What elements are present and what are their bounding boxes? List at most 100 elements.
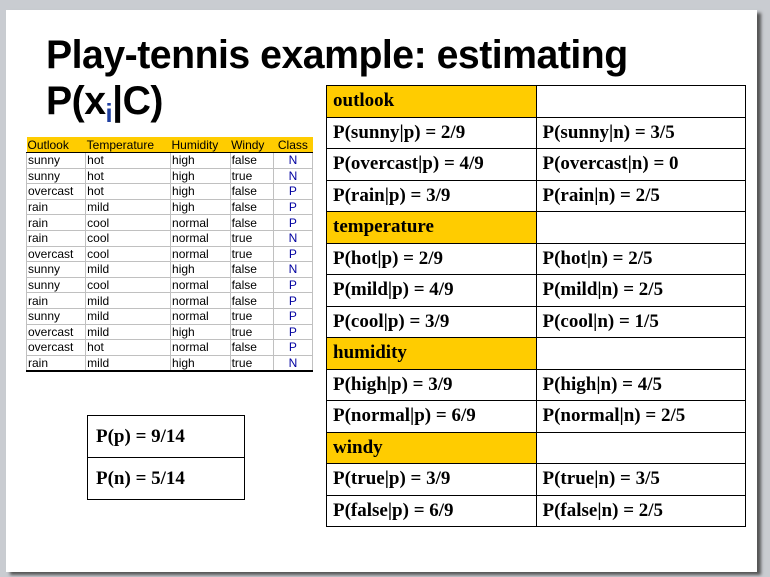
probability-cell: P(overcast|n) = 0 xyxy=(535,148,746,181)
probability-row: P(rain|p) = 3/9 P(rain|n) = 2/5 xyxy=(326,179,746,212)
title-subscript: i xyxy=(105,98,113,128)
table-cell: overcast xyxy=(25,323,87,341)
table-cell: true xyxy=(229,245,274,263)
table-cell: true xyxy=(229,307,274,325)
table-cell: P xyxy=(272,323,314,341)
probability-cell: P(rain|p) = 3/9 xyxy=(326,179,537,212)
table-row: rain mild high true N xyxy=(25,354,314,373)
prior-probability-table: P(p) = 9/14 P(n) = 5/14 xyxy=(87,415,245,500)
table-cell: N xyxy=(272,229,314,247)
probability-cell: P(rain|n) = 2/5 xyxy=(535,179,746,212)
table-cell: false xyxy=(229,152,274,169)
table-cell: sunny xyxy=(25,276,87,294)
table-cell: mild xyxy=(85,261,172,278)
table-cell: N xyxy=(272,152,314,169)
table-cell: high xyxy=(170,167,231,185)
table-cell: hot xyxy=(85,339,172,356)
probability-cell: P(high|n) = 4/5 xyxy=(535,368,746,401)
empty-cell xyxy=(535,337,746,370)
probability-cell: P(true|p) = 3/9 xyxy=(326,463,537,496)
prior-row: P(p) = 9/14 xyxy=(87,415,245,458)
probability-cell: P(hot|n) = 2/5 xyxy=(535,242,746,275)
probability-cell: P(mild|p) = 4/9 xyxy=(326,274,537,307)
table-cell: mild xyxy=(85,323,172,341)
table-cell: hot xyxy=(85,152,172,169)
probability-cell: P(high|p) = 3/9 xyxy=(326,368,537,401)
probability-cell: P(false|n) = 2/5 xyxy=(535,494,746,527)
table-cell: hot xyxy=(85,167,172,185)
title-line-2: P(xi|C) xyxy=(46,78,628,136)
prior-cell: P(p) = 9/14 xyxy=(87,415,245,458)
title-suffix: |C) xyxy=(112,79,164,123)
table-row: rain cool normal false P xyxy=(25,214,314,231)
table-cell: high xyxy=(170,323,231,341)
table-cell: normal xyxy=(170,276,231,294)
table-row: overcast hot high false P xyxy=(25,183,314,200)
table-row: sunny hot high true N xyxy=(25,167,314,185)
table-cell: N xyxy=(272,354,314,373)
table-cell: high xyxy=(170,354,231,373)
table-cell: mild xyxy=(85,307,172,325)
table-row: sunny mild high false N xyxy=(25,261,314,278)
title-prefix: P(x xyxy=(46,79,106,123)
table-cell: cool xyxy=(85,214,172,231)
probability-row: P(normal|p) = 6/9 P(normal|n) = 2/5 xyxy=(326,400,746,433)
probability-cell: P(hot|p) = 2/9 xyxy=(326,242,537,275)
table-cell: sunny xyxy=(25,167,87,185)
table-cell: false xyxy=(229,339,274,356)
table-cell: overcast xyxy=(25,339,87,356)
table-cell: normal xyxy=(170,339,231,356)
attribute-header-row: outlook xyxy=(326,85,746,118)
table-row: sunny hot high false N xyxy=(25,152,314,169)
table-row: rain cool normal true N xyxy=(25,229,314,247)
table-cell: rain xyxy=(25,354,87,373)
table-cell: high xyxy=(170,183,231,200)
table-cell: P xyxy=(272,214,314,231)
probability-cell: P(sunny|n) = 3/5 xyxy=(535,116,746,149)
attribute-header-row: windy xyxy=(326,431,746,464)
empty-cell xyxy=(535,85,746,118)
column-header: Humidity xyxy=(170,137,231,153)
probability-row: P(high|p) = 3/9 P(high|n) = 4/5 xyxy=(326,368,746,401)
table-row: rain mild normal false P xyxy=(25,292,314,309)
table-cell: mild xyxy=(85,292,172,309)
table-row: overcast cool normal true P xyxy=(25,245,314,263)
attribute-header-row: humidity xyxy=(326,337,746,370)
probability-cell: P(sunny|p) = 2/9 xyxy=(326,116,537,149)
table-cell: high xyxy=(170,152,231,169)
table-cell: cool xyxy=(85,229,172,247)
probability-row: P(cool|p) = 3/9 P(cool|n) = 1/5 xyxy=(326,305,746,338)
probability-row: P(true|p) = 3/9 P(true|n) = 3/5 xyxy=(326,463,746,496)
table-cell: hot xyxy=(85,183,172,200)
table-cell: false xyxy=(229,292,274,309)
table-cell: normal xyxy=(170,214,231,231)
table-cell: normal xyxy=(170,292,231,309)
table-cell: normal xyxy=(170,229,231,247)
table-cell: P xyxy=(272,339,314,356)
table-row: overcast mild high true P xyxy=(25,323,314,341)
table-cell: P xyxy=(272,276,314,294)
table-cell: high xyxy=(170,198,231,216)
table-cell: sunny xyxy=(25,261,87,278)
attribute-label: windy xyxy=(326,431,537,464)
table-row: sunny mild normal true P xyxy=(25,307,314,325)
table-cell: rain xyxy=(25,214,87,231)
table-cell: normal xyxy=(170,307,231,325)
table-cell: true xyxy=(229,354,274,373)
probability-row: P(hot|p) = 2/9 P(hot|n) = 2/5 xyxy=(326,242,746,275)
table-cell: true xyxy=(229,323,274,341)
table-cell: rain xyxy=(25,198,87,216)
probability-cell: P(cool|p) = 3/9 xyxy=(326,305,537,338)
table-row: sunny cool normal false P xyxy=(25,276,314,294)
table-cell: true xyxy=(229,229,274,247)
title-line-1: Play-tennis example: estimating xyxy=(46,33,628,77)
table-cell: mild xyxy=(85,354,172,373)
attribute-label: temperature xyxy=(326,211,537,244)
table-cell: sunny xyxy=(25,152,87,169)
probability-cell: P(true|n) = 3/5 xyxy=(535,463,746,496)
table-cell: rain xyxy=(25,229,87,247)
prior-row: P(n) = 5/14 xyxy=(87,457,245,500)
column-header: Temperature xyxy=(85,137,171,153)
table-row: rain mild high false P xyxy=(25,198,314,216)
table-cell: sunny xyxy=(25,307,87,325)
